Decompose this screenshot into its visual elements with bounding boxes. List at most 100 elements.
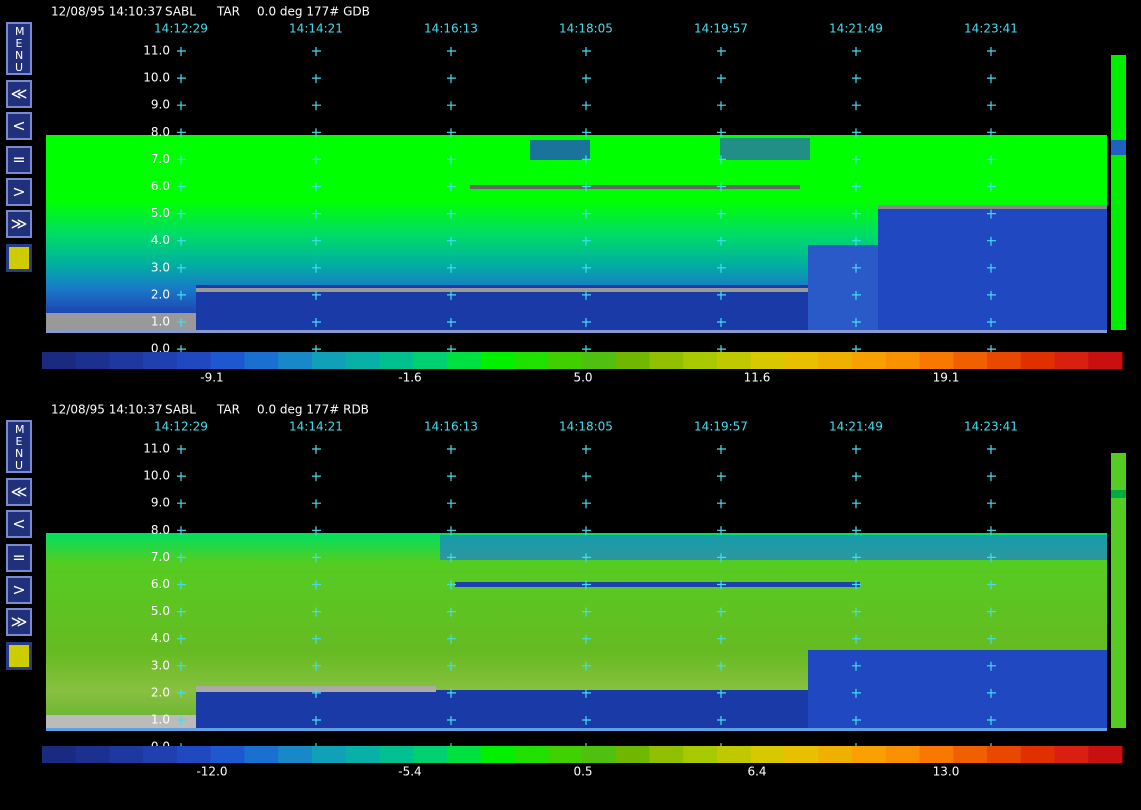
colorbar-swatch [1020, 746, 1055, 763]
grid-cross [717, 553, 726, 563]
colorbar-swatch [413, 746, 448, 763]
color-button[interactable] [6, 244, 32, 272]
grid-cross [447, 236, 456, 246]
grid-cross [717, 607, 726, 617]
grid-cross [717, 263, 726, 273]
grid-cross [177, 318, 186, 327]
grid-cross [852, 236, 861, 246]
nav-button[interactable]: < [6, 510, 32, 538]
grid-cross [717, 634, 726, 644]
colorbar-swatch [1088, 746, 1123, 763]
grid-cross [852, 128, 861, 138]
time-label: 14:21:49 [829, 420, 883, 434]
grid-cross [447, 128, 456, 138]
colorbar-swatch [649, 352, 684, 369]
time-label: 14:12:29 [154, 22, 208, 36]
grid-cross [447, 47, 456, 56]
grid-cross [582, 688, 591, 698]
nav-button[interactable]: ≪ [6, 80, 32, 108]
colorbar-swatch [582, 746, 617, 763]
altitude-label: 4.0 [151, 233, 170, 247]
grid-cross [717, 716, 726, 725]
colorbar-swatch [852, 746, 887, 763]
colorbar-swatch [818, 746, 853, 763]
colorbar-swatch [885, 746, 920, 763]
grid-cross [312, 182, 321, 192]
colorbar-swatch [953, 746, 988, 763]
colorbar-swatch [177, 352, 212, 369]
colorbar-swatch [312, 746, 347, 763]
grid-cross [717, 47, 726, 56]
grid-cross [987, 445, 996, 454]
colorbar-swatch [379, 352, 414, 369]
colorbar-swatch [717, 746, 752, 763]
header-text: SABL [165, 5, 196, 19]
colorbar-swatch [953, 352, 988, 369]
grid-cross [447, 580, 456, 590]
colorbar-swatch [480, 352, 515, 369]
colorbar-swatch [514, 746, 549, 763]
grid-cross [987, 47, 996, 56]
grid-cross [177, 661, 186, 671]
grid-cross [582, 155, 591, 165]
grid-cross [852, 318, 861, 327]
grid-cross [447, 716, 456, 725]
colorbar-swatch [345, 746, 380, 763]
nav-button[interactable]: ≫ [6, 210, 32, 238]
grid-cross [852, 209, 861, 219]
nav-button[interactable]: = [6, 146, 32, 174]
nav-button[interactable]: ≪ [6, 478, 32, 506]
level-bar [1111, 453, 1126, 728]
colorbar-swatch [1020, 352, 1055, 369]
grid-cross [717, 128, 726, 138]
grid-cross [852, 634, 861, 644]
grid-cross [177, 607, 186, 617]
grid-cross [852, 47, 861, 56]
colorbar-label: -12.0 [196, 765, 227, 779]
time-label: 14:12:29 [154, 420, 208, 434]
grid-cross [717, 209, 726, 219]
altitude-label: 5.0 [151, 604, 170, 618]
menu-button[interactable]: MENU [6, 22, 32, 75]
colorbar-swatch [480, 746, 515, 763]
grid-cross [312, 553, 321, 563]
grid-cross [852, 661, 861, 671]
colorbar-swatch [818, 352, 853, 369]
grid-cross [852, 526, 861, 536]
grid-cross [987, 128, 996, 138]
colorbar-swatch [75, 746, 110, 763]
grid-cross [717, 688, 726, 698]
nav-button[interactable]: < [6, 112, 32, 140]
colorbar-swatch [42, 352, 77, 369]
altitude-label: 3.0 [151, 658, 170, 672]
grid-cross [987, 526, 996, 536]
header-text: TAR [216, 5, 240, 19]
grid-cross [582, 318, 591, 327]
grid-cross [447, 155, 456, 165]
colorbar-swatch [683, 746, 718, 763]
nav-button[interactable]: = [6, 544, 32, 572]
colorbar-swatch [109, 746, 144, 763]
grid-cross [717, 526, 726, 536]
colorbar-label: -9.1 [200, 371, 223, 385]
color-button[interactable] [6, 642, 32, 670]
colorbar-swatch [885, 352, 920, 369]
grid-cross [312, 526, 321, 536]
grid-cross [582, 526, 591, 536]
colorbar-swatch [548, 352, 583, 369]
grid-cross [582, 263, 591, 273]
colorbar-swatch [312, 352, 347, 369]
nav-button[interactable]: > [6, 178, 32, 206]
grid-cross [582, 47, 591, 56]
grid-cross [447, 607, 456, 617]
grid-cross [852, 499, 861, 509]
grid-cross [852, 553, 861, 563]
nav-button[interactable]: ≫ [6, 608, 32, 636]
menu-button[interactable]: MENU [6, 420, 32, 473]
grid-cross [177, 290, 186, 300]
nav-button[interactable]: > [6, 576, 32, 604]
altitude-label: 11.0 [143, 442, 170, 456]
grid-cross [987, 209, 996, 219]
grid-cross [312, 716, 321, 725]
grid-cross [177, 716, 186, 725]
